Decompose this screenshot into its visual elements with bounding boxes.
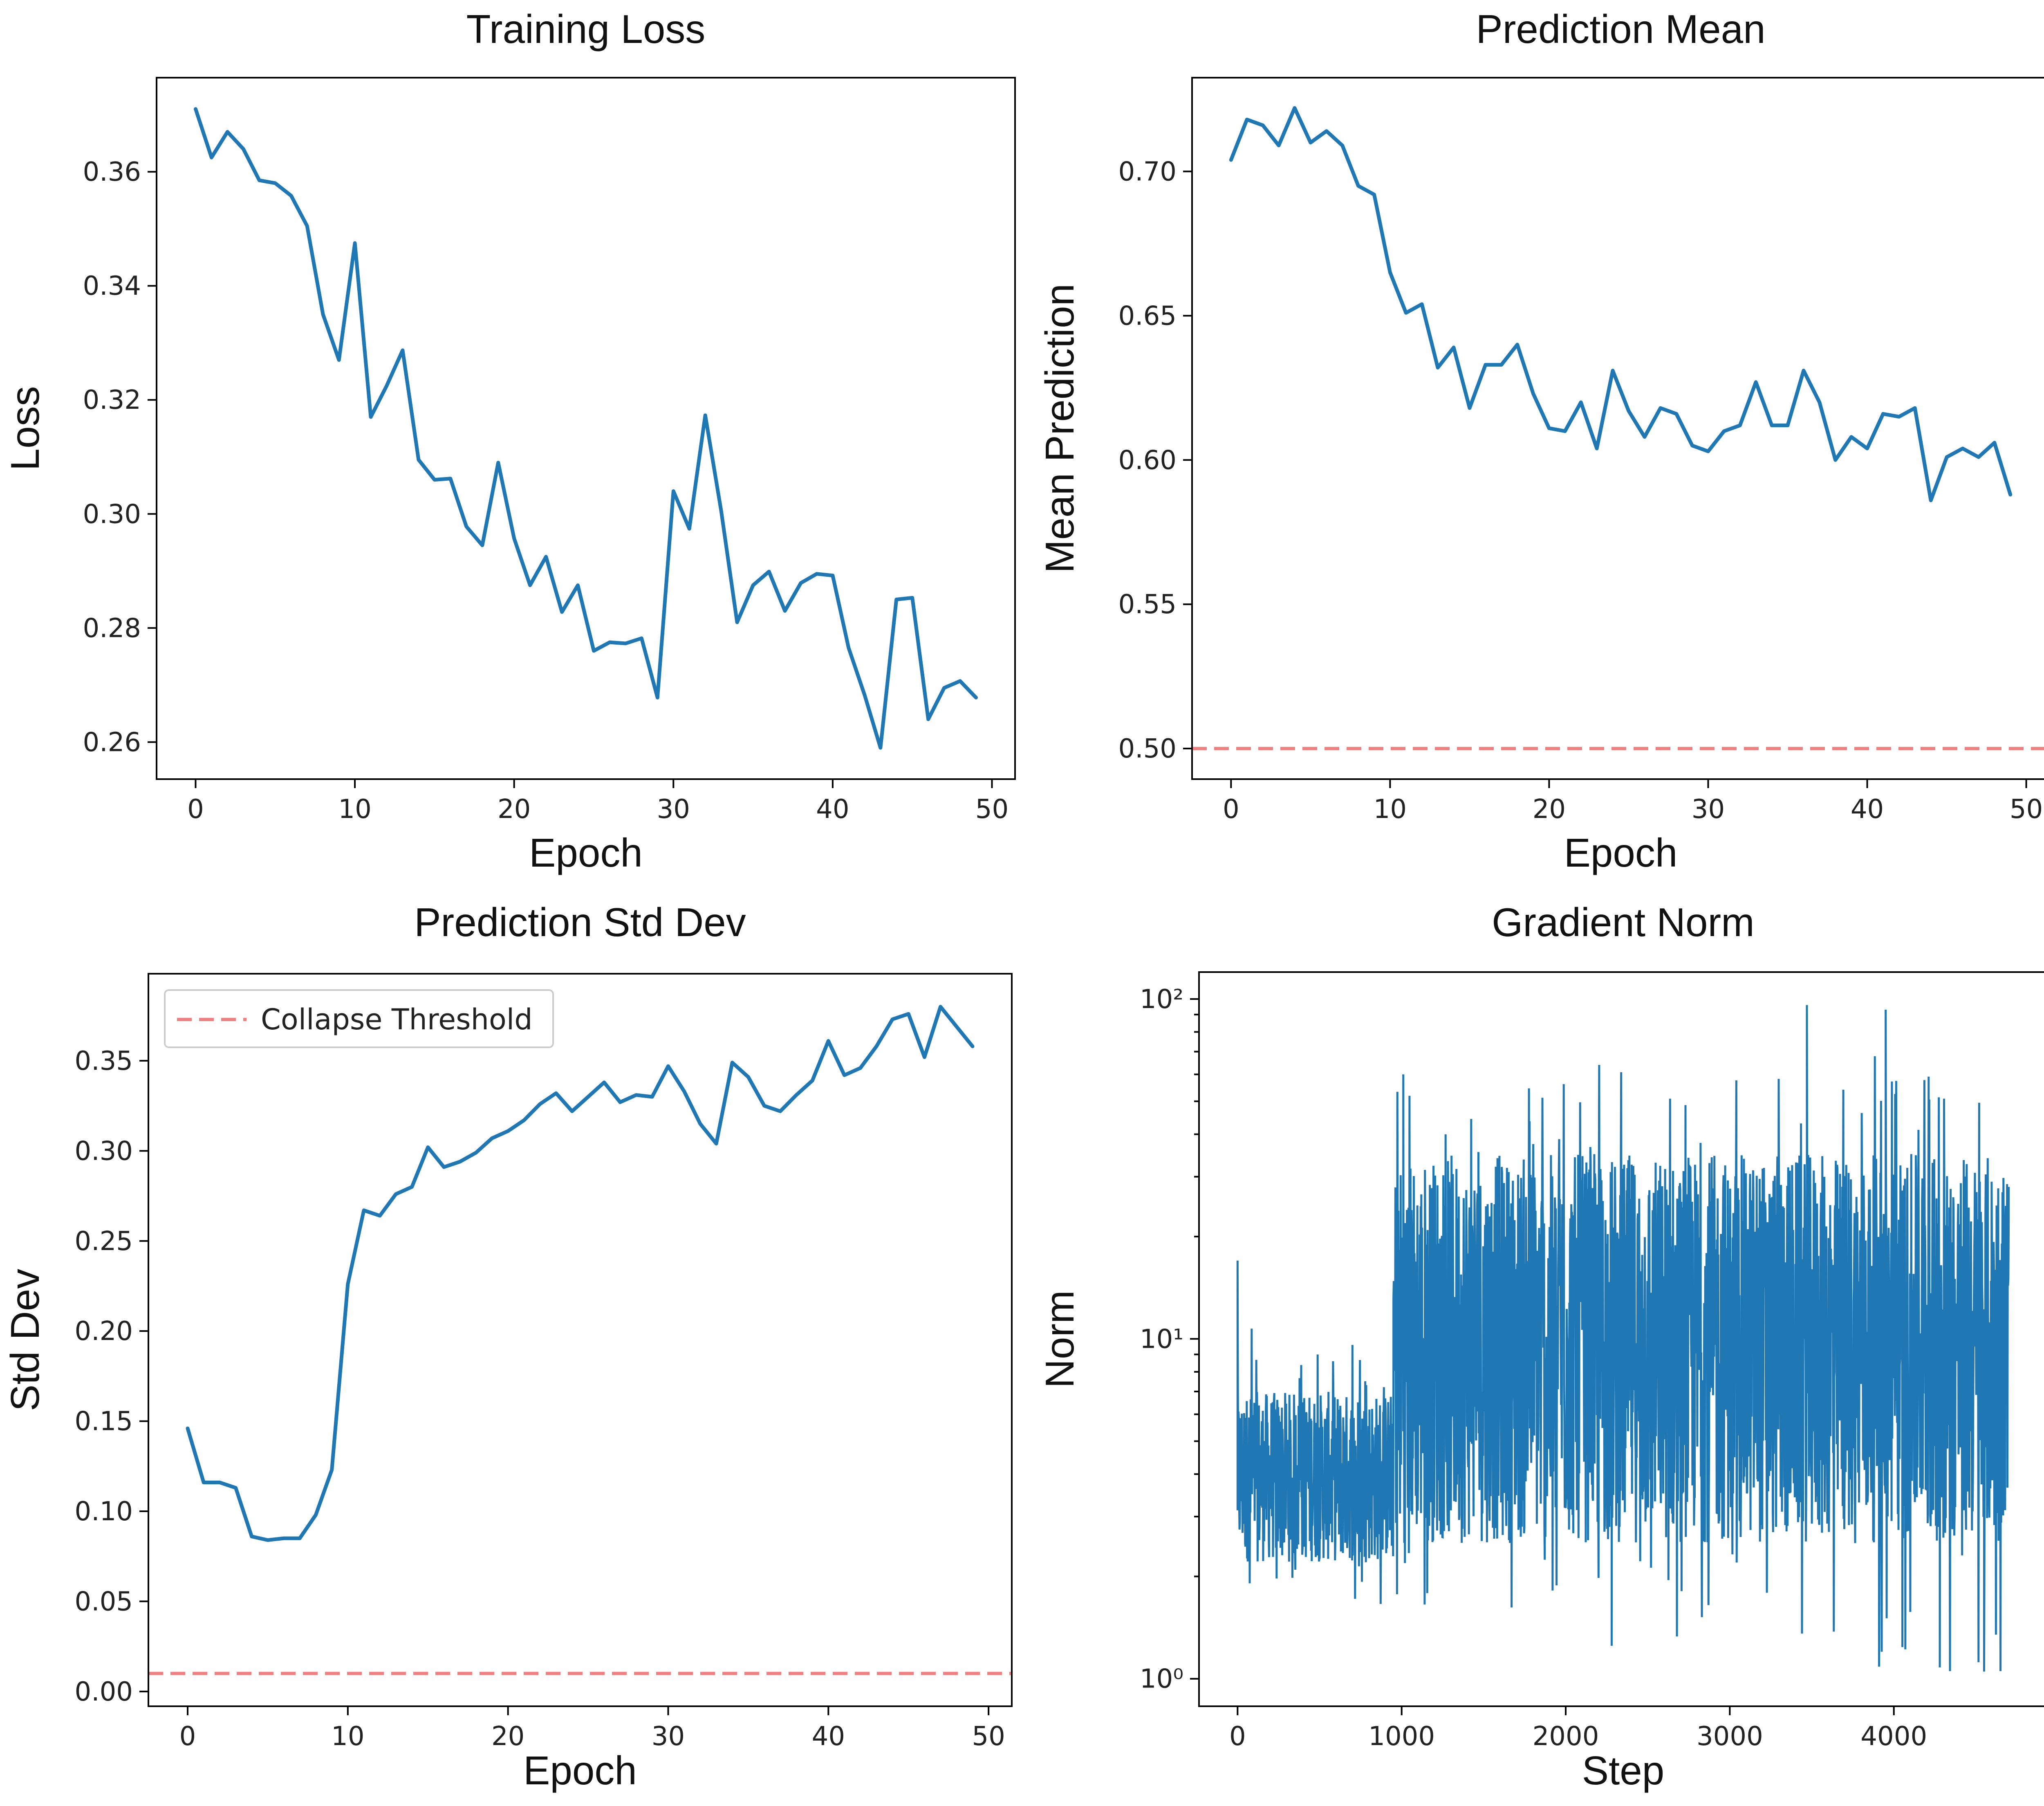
y-tick-label: 0.26	[83, 727, 141, 757]
series-line	[1236, 1005, 2010, 1672]
x-tick-label: 30	[657, 794, 690, 825]
x-tick-label: 3000	[1697, 1721, 1763, 1752]
x-tick-label: 0	[187, 794, 204, 825]
x-tick-label: 4000	[1860, 1721, 1927, 1752]
y-tick-label: 0.30	[83, 499, 141, 529]
y-axis-label: Norm	[1037, 1290, 1082, 1388]
x-tick-label: 50	[975, 794, 1009, 825]
x-axis-label: Epoch	[523, 1748, 637, 1793]
y-tick-label: 0.65	[1118, 301, 1177, 331]
chart-title: Gradient Norm	[1492, 900, 1755, 945]
x-tick-label: 50	[972, 1721, 1005, 1752]
y-tick-label: 0.28	[83, 613, 141, 643]
training-loss-chart: Training Loss Epoch Loss 0 10 20 30 40 50 0.26 0.2…	[2, 7, 1016, 875]
plot-frame	[1191, 77, 2044, 780]
chart-title: Prediction Mean	[1476, 7, 1765, 52]
series-line	[194, 107, 978, 750]
y-tick-label: 0.36	[83, 157, 141, 187]
y-tick-label: 0.50	[1118, 734, 1177, 764]
y-tick-label: 0.30	[75, 1136, 133, 1166]
x-tick-label: 20	[1533, 794, 1566, 825]
y-tick-label: 10⁰	[1140, 1664, 1183, 1694]
y-tick-label: 0.00	[75, 1677, 133, 1707]
y-tick-label: 0.10	[75, 1497, 133, 1527]
y-tick-label: 10²	[1140, 984, 1183, 1015]
prediction-std-chart: Prediction Std Dev Epoch Std Dev 0 10 20 30 40 5…	[2, 900, 1013, 1793]
y-tick-label: 0.70	[1118, 157, 1177, 187]
chart-title: Training Loss	[466, 7, 706, 52]
training-loss-panel: Training Loss Epoch Loss 0 10 20 30 40 50 0.26 0.2…	[0, 0, 1035, 887]
x-axis-label: Step	[1582, 1748, 1665, 1793]
gradient-norm-chart: Gradient Norm Step Norm 0 1000 2000 3000 4000 10…	[1037, 900, 2044, 1793]
x-tick-label: 10	[1374, 794, 1407, 825]
x-tick-label: 30	[652, 1721, 685, 1752]
y-tick-label: 0.15	[75, 1407, 133, 1437]
gradient-norm-panel: Gradient Norm Step Norm 0 1000 2000 3000 4000 10…	[1035, 887, 2044, 1806]
y-tick-label: 0.60	[1118, 445, 1177, 475]
chart-title: Prediction Std Dev	[414, 900, 746, 945]
y-tick-label: 0.55	[1118, 589, 1177, 620]
y-tick-label: 10¹	[1140, 1324, 1183, 1354]
x-tick-label: 0	[179, 1721, 196, 1752]
x-tick-label: 40	[816, 794, 849, 825]
x-tick-label: 40	[812, 1721, 845, 1752]
y-tick-label: 0.05	[75, 1586, 133, 1617]
y-axis-label: Mean Prediction	[1037, 284, 1082, 573]
prediction-std-panel: Prediction Std Dev Epoch Std Dev 0 10 20 30 40 5…	[0, 887, 1035, 1806]
x-tick-label: 50	[2010, 794, 2043, 825]
series-line	[1229, 106, 2013, 502]
x-tick-label: 40	[1851, 794, 1884, 825]
y-axis-label: Std Dev	[2, 1269, 47, 1412]
x-axis-label: Epoch	[1564, 830, 1678, 875]
series-line	[186, 1005, 975, 1542]
y-tick-label: 0.20	[75, 1316, 133, 1347]
x-tick-label: 10	[338, 794, 371, 825]
plot-frame	[1198, 971, 2044, 1707]
y-tick-label: 0.34	[83, 271, 141, 301]
x-axis-label: Epoch	[529, 830, 643, 875]
legend	[164, 989, 554, 1048]
legend-label: Collapse Threshold	[261, 1003, 533, 1036]
plot-frame	[156, 77, 1016, 780]
x-tick-label: 20	[498, 794, 531, 825]
y-tick-label: 0.35	[75, 1046, 133, 1076]
y-tick-label: 0.25	[75, 1226, 133, 1257]
x-tick-label: 0	[1229, 1721, 1246, 1752]
x-tick-label: 30	[1692, 794, 1725, 825]
y-axis-label: Loss	[2, 386, 47, 471]
x-tick-label: 1000	[1368, 1721, 1435, 1752]
y-tick-label: 0.32	[83, 385, 141, 415]
x-tick-label: 2000	[1533, 1721, 1599, 1752]
prediction-mean-chart: Prediction Mean Epoch Mean Prediction 0 10 20…	[1037, 7, 2044, 875]
plot-frame	[148, 973, 1013, 1707]
x-tick-label: 0	[1223, 794, 1239, 825]
x-tick-label: 10	[331, 1721, 364, 1752]
x-tick-label: 20	[491, 1721, 524, 1752]
prediction-mean-panel: Prediction Mean Epoch Mean Prediction 0 10 20…	[1035, 0, 2044, 887]
